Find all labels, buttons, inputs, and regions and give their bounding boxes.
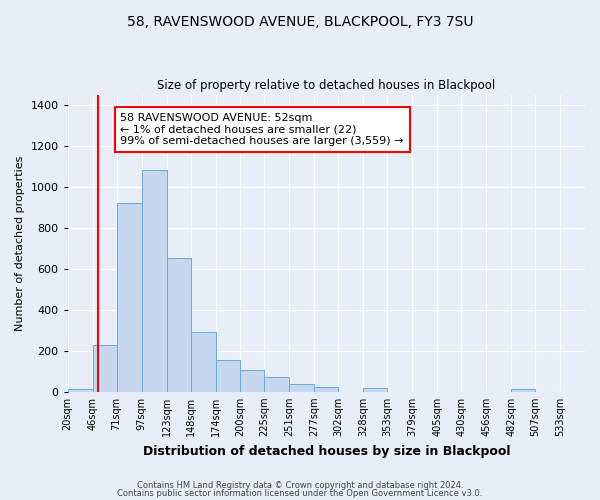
Bar [116,203,142,392]
Bar [191,332,215,392]
Bar [215,360,241,392]
Bar [511,390,535,392]
Bar [92,345,116,392]
Bar [241,370,265,392]
Bar [265,377,289,392]
Text: Contains HM Land Registry data © Crown copyright and database right 2024.: Contains HM Land Registry data © Crown c… [137,481,463,490]
Bar [142,170,167,392]
Bar [167,258,191,392]
Bar [314,388,338,392]
Y-axis label: Number of detached properties: Number of detached properties [15,156,25,331]
Bar [289,384,314,392]
Bar [364,388,387,392]
Title: Size of property relative to detached houses in Blackpool: Size of property relative to detached ho… [157,79,496,92]
Text: 58 RAVENSWOOD AVENUE: 52sqm
← 1% of detached houses are smaller (22)
99% of semi: 58 RAVENSWOOD AVENUE: 52sqm ← 1% of deta… [121,113,404,146]
Bar [68,388,92,392]
X-axis label: Distribution of detached houses by size in Blackpool: Distribution of detached houses by size … [143,444,510,458]
Text: 58, RAVENSWOOD AVENUE, BLACKPOOL, FY3 7SU: 58, RAVENSWOOD AVENUE, BLACKPOOL, FY3 7S… [127,15,473,29]
Text: Contains public sector information licensed under the Open Government Licence v3: Contains public sector information licen… [118,488,482,498]
